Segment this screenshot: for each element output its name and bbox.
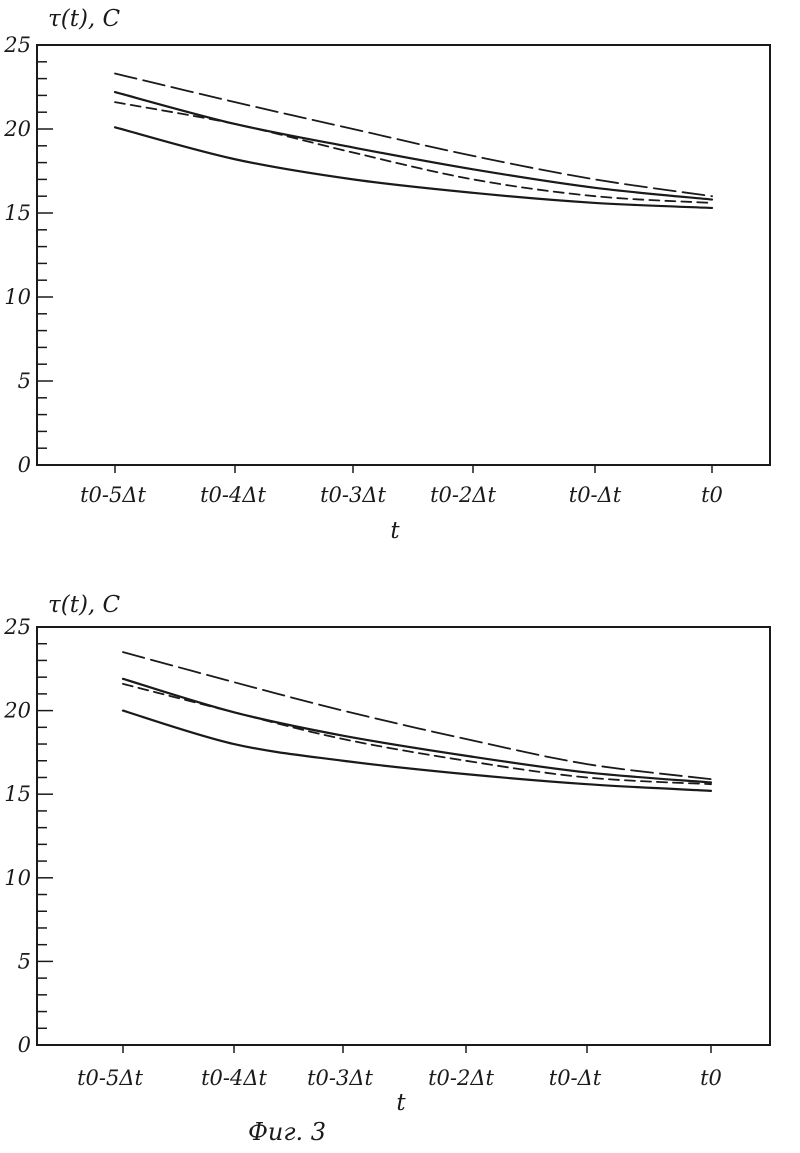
y-tick-label: 25 [3,33,31,57]
chart-1: 0 5 10 15 20 25 t0-5Δt t0-4Δt t0-3Δt t0-2Δt t0-Δt t… [3,6,770,544]
series-line-2 [115,92,712,200]
x-tick-label: t0 [700,1066,722,1090]
x-tick-label: t0-4Δt [200,483,266,507]
x-tick-label: t0 [701,483,723,507]
x-tick-label: t0-3Δt [320,483,386,507]
x-axis-title: t [396,1090,406,1116]
series-line-2 [123,679,711,783]
x-tick-label: t0-3Δt [307,1066,373,1090]
y-tick-label: 15 [4,201,31,225]
y-tick-label: 15 [4,782,31,806]
y-tick-label: 5 [18,949,31,973]
x-tick-label: t0-5Δt [77,1066,143,1090]
y-tick-label: 5 [18,369,31,393]
chart-2: 0 5 10 15 20 25 t0-5Δt t0-4Δt t0-3Δt t0-2Δt t0-Δt t… [3,592,770,1116]
y-axis-title: τ(t), C [48,6,121,32]
series-line-4 [123,711,711,791]
x-tick-label: t0-2Δt [430,483,496,507]
x-axis-title: t [390,518,400,544]
x-tick-label: t0-4Δt [201,1066,267,1090]
x-tick-label: t0-Δt [569,483,622,507]
y-tick-label: 20 [3,117,31,141]
y-tick-label: 10 [4,866,31,890]
y-axis-title: τ(t), C [48,592,121,618]
y-tick-label: 0 [18,453,31,477]
x-tick-label: t0-5Δt [80,483,146,507]
x-tick-label: t0-2Δt [428,1066,494,1090]
y-tick-label: 20 [3,699,31,723]
series-line-1 [123,652,711,779]
y-tick-label: 10 [4,285,31,309]
series-line-1 [115,74,712,197]
y-tick-label: 25 [3,615,31,639]
y-tick-label: 0 [18,1033,31,1057]
x-tick-label: t0-Δt [549,1066,602,1090]
figure-caption: Фиг. 3 [248,1118,326,1146]
